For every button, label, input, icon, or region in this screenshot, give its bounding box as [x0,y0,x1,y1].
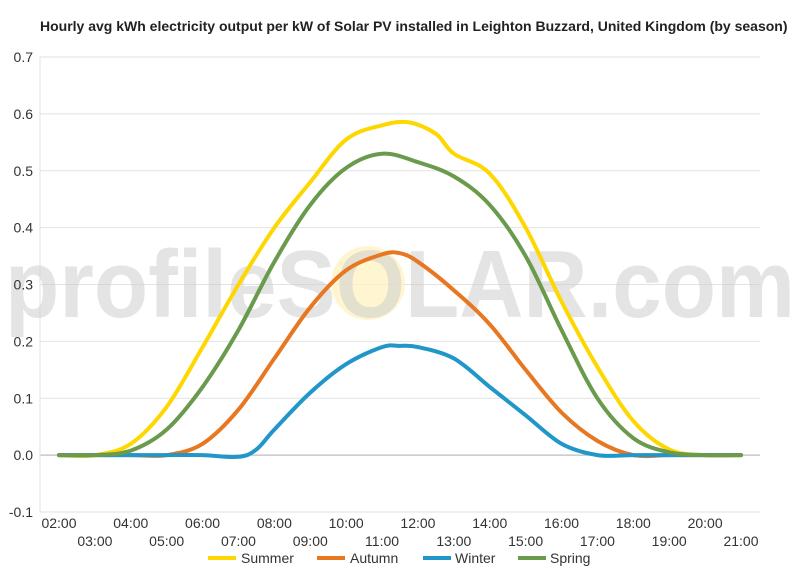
y-tick-label: 0.4 [14,220,34,236]
x-tick-label: 11:00 [365,533,399,549]
x-tick-label: 03:00 [77,533,112,549]
x-tick-label: 14:00 [472,515,507,531]
y-tick-label: 0.2 [14,333,34,349]
series-line-summer [57,119,743,458]
x-tick-label: 05:00 [149,533,184,549]
watermark-sun-icon [331,246,405,320]
y-tick-label: -0.1 [9,504,33,520]
y-tick-label: 0.0 [14,447,34,463]
y-tick-label: 0.5 [14,163,34,179]
x-tick-label: 21:00 [723,533,758,549]
legend-label-winter: Winter [455,550,496,566]
x-tick-label: 16:00 [544,515,579,531]
x-tick-label: 02:00 [41,515,76,531]
x-tick-label: 17:00 [580,533,615,549]
series-line-winter [57,343,743,460]
x-tick-label: 04:00 [113,515,148,531]
x-tick-label: 13:00 [436,533,471,549]
x-tick-label: 19:00 [652,533,687,549]
y-axis-labels: -0.1 0.0 0.1 0.2 0.3 0.4 0.5 0.6 0.7 [9,49,33,520]
watermark-layer: profileSOLAR.com [5,231,795,338]
y-tick-label: 0.6 [14,106,34,122]
y-tick-label: 0.3 [14,277,34,293]
x-tick-label: 07:00 [221,533,256,549]
legend-label-summer: Summer [241,550,294,566]
x-axis-labels: 02:0003:0004:0005:0006:0007:0008:0009:00… [41,515,758,549]
chart-title: Hourly avg kWh electricity output per kW… [40,18,788,34]
legend: Summer Autumn Winter Spring [208,550,590,566]
x-tick-label: 10:00 [329,515,364,531]
legend-label-spring: Spring [550,550,590,566]
series-layer [57,119,743,460]
x-tick-label: 20:00 [688,515,723,531]
watermark-text: profileSOLAR.com [5,231,795,338]
x-tick-label: 09:00 [293,533,328,549]
x-tick-label: 15:00 [508,533,543,549]
y-tick-label: 0.7 [14,49,34,65]
x-tick-label: 08:00 [257,515,292,531]
y-tick-label: 0.1 [14,390,34,406]
x-tick-label: 12:00 [400,515,435,531]
x-tick-label: 06:00 [185,515,220,531]
grid-layer [39,56,760,513]
x-tick-label: 18:00 [616,515,651,531]
series-line-spring [57,151,743,458]
legend-label-autumn: Autumn [350,550,398,566]
